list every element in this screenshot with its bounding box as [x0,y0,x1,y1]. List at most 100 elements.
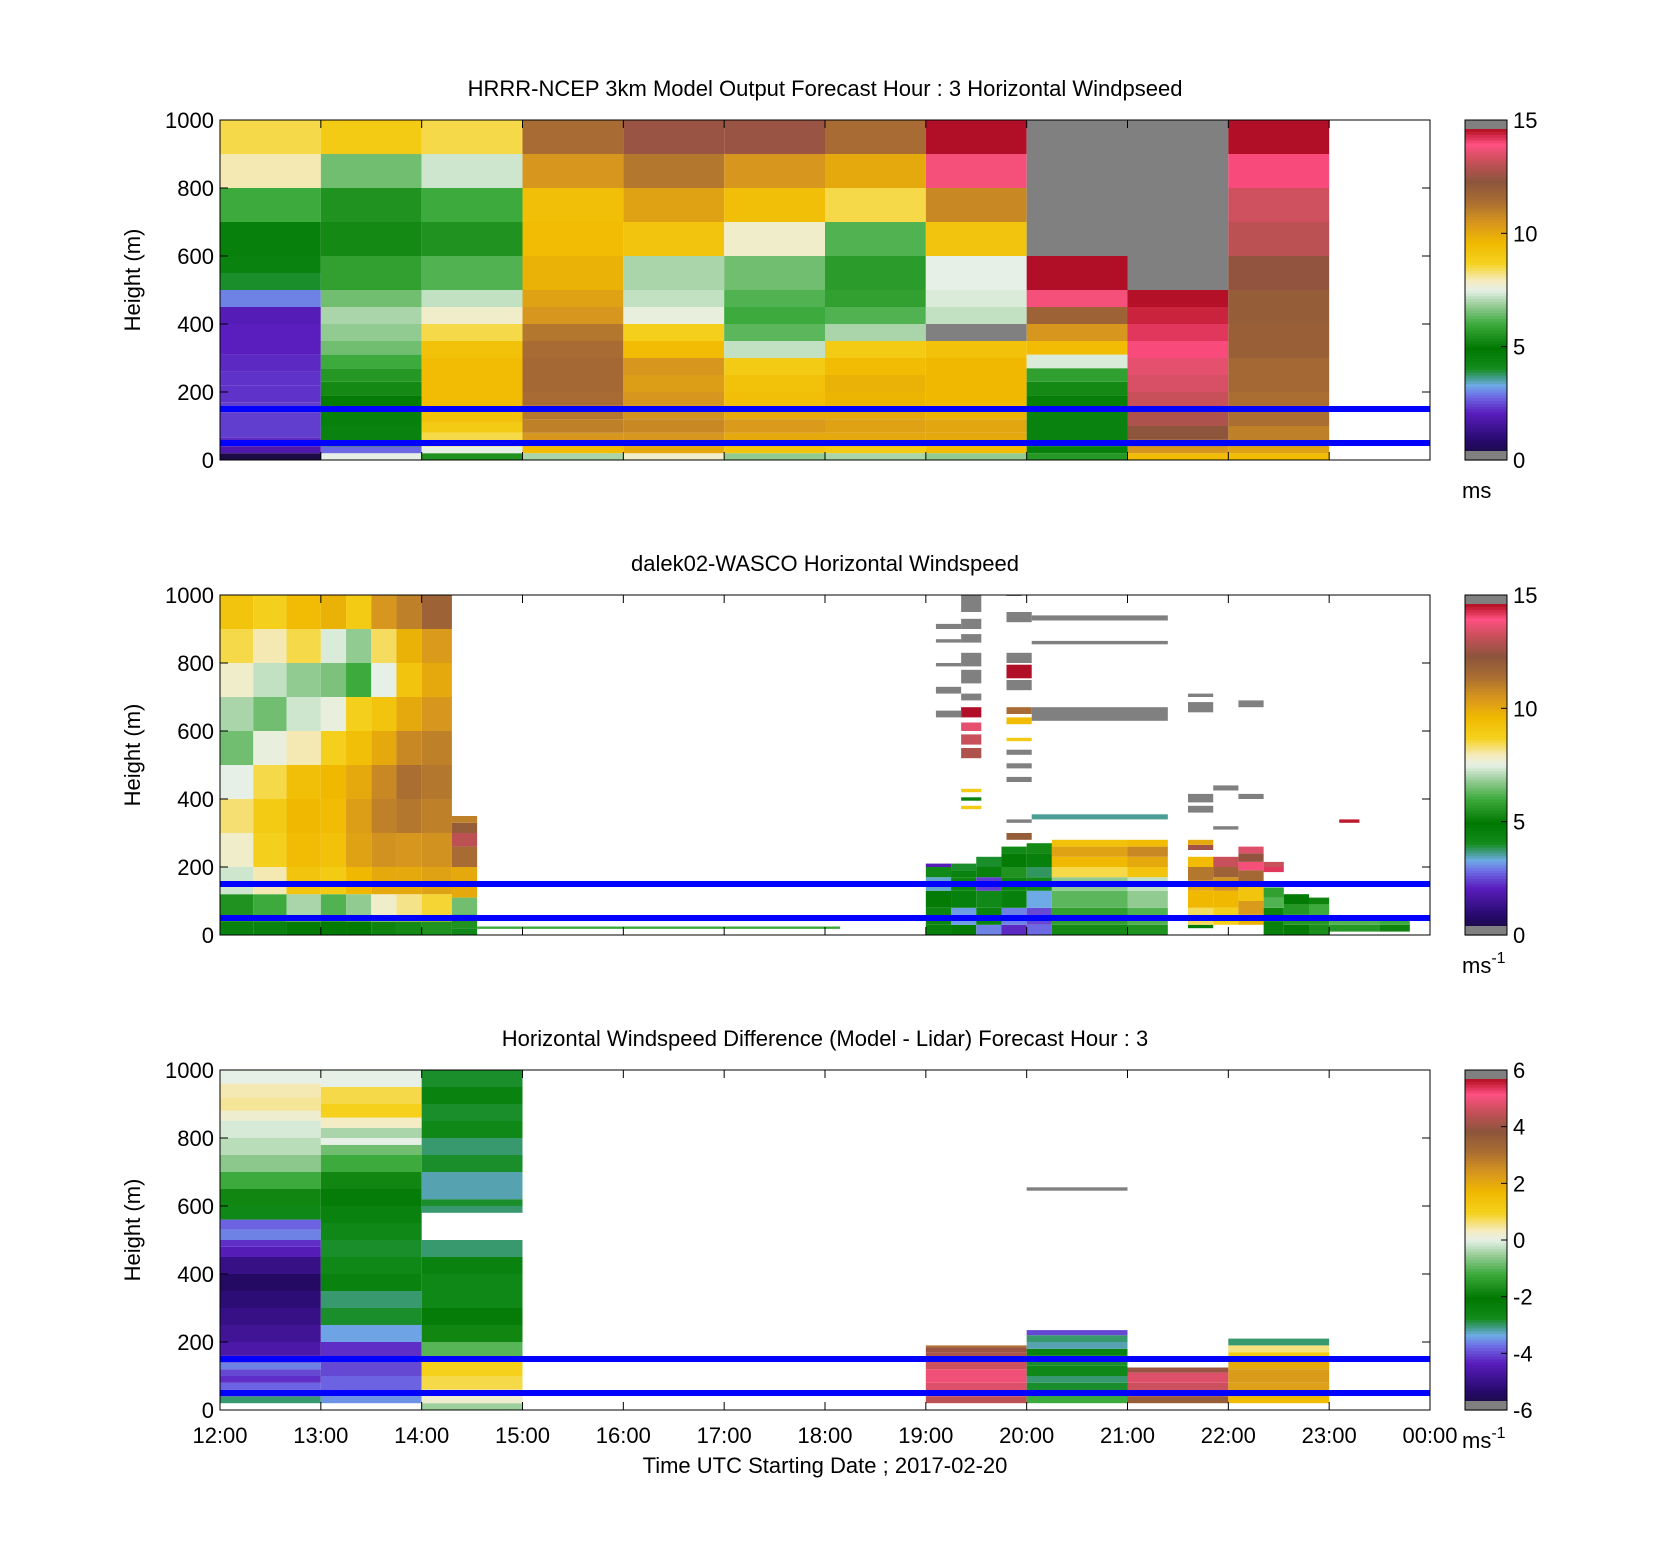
panel-difference-plot: 0 200 400 600 800 1000 [165,1058,1431,1423]
heatmap-cell [724,256,825,290]
colorbar-band [1465,1240,1507,1244]
heatmap-cell [925,341,1027,358]
colorbar-band [1465,258,1507,263]
colorbar-band [1465,884,1507,888]
colorbar-band [1465,1087,1507,1091]
heatmap-cell [320,867,347,895]
heatmap-cell [925,154,1027,188]
heatmap-segment [961,805,982,810]
heatmap-cell [1263,897,1284,908]
heatmap-cell [371,697,397,731]
colorbar-band [1465,403,1507,407]
colorbar-band [1465,176,1507,181]
heatmap-segment [961,618,982,629]
colorbar-band [1465,872,1507,877]
colorbar-band [1465,903,1507,908]
heatmap-cell [1127,446,1229,454]
heatmap-cell [925,1345,1027,1348]
heatmap-segment [961,693,982,701]
colorbar-tick-label: 5 [1513,810,1525,835]
heatmap-cell [371,663,397,697]
heatmap-cell [220,453,321,460]
colorbar-band [1465,646,1507,650]
colorbar-band [1465,159,1507,164]
y-tick-label: 400 [177,787,214,812]
heatmap-cell [371,799,397,833]
colorbar-band [1465,1395,1507,1400]
colorbar-band [1465,1254,1507,1258]
colorbar-band [1465,1376,1507,1380]
heatmap-segment [961,652,982,667]
y-tick-label: 400 [177,1262,214,1287]
heatmap-cell [1188,924,1214,929]
heatmap-cell [220,371,321,386]
colorbar-band [1465,620,1507,624]
heatmap-cell [220,1325,321,1342]
heatmap-cell [1026,120,1128,256]
heatmap-cell [724,324,825,341]
heatmap-cell [396,595,422,629]
heatmap-cell [346,921,372,935]
colorbar-band [1465,762,1507,766]
colorbar-band [1465,241,1507,246]
heatmap-cell [320,1257,422,1274]
colorbar-band [1465,898,1507,902]
heatmap-cell [396,731,422,765]
colorbar-band [1465,394,1507,399]
colorbar-band [1465,663,1507,667]
heatmap-cell [220,1138,321,1155]
heatmap-cell [522,453,624,460]
heatmap-cell [522,341,624,358]
colorbar-band [1465,213,1507,217]
y-tick-label: 0 [202,1398,214,1423]
colorbar-band [1465,324,1507,328]
colorbar-band [1465,779,1507,783]
heatmap-cell [1228,256,1330,290]
colorbar-band [1465,434,1507,438]
colorbar-band [1465,1174,1507,1179]
colorbar-band [1465,329,1507,334]
heatmap-cell [1001,890,1027,908]
heatmap-cell [623,307,725,324]
heatmap-segment [1006,749,1032,755]
colorbar-band [1465,1081,1507,1085]
heatmap-cell [1228,120,1330,154]
heatmap-cell [220,1362,321,1370]
colorbar-band [1465,614,1507,619]
heatmap-cell [286,663,321,697]
colorbar-band [1465,366,1507,370]
colorbar-band [1465,852,1507,857]
heatmap-cell [925,392,1027,406]
colorbar-band [1465,847,1507,851]
y-tick-label: 800 [177,176,214,201]
heatmap-cell [825,188,926,222]
heatmap-cell [825,375,926,392]
heatmap-segment [935,663,962,667]
heatmap-cell [371,867,397,895]
colorbar-band [1465,1393,1507,1397]
colorbar-band [1465,1268,1507,1272]
colorbar-missing-bottom [1465,1401,1507,1410]
colorbar-band [1465,247,1507,251]
heatmap-cell [396,867,422,895]
heatmap-segment [1188,693,1214,697]
colorbar-band [1465,1276,1507,1281]
heatmap-cell [1213,867,1239,878]
heatmap-cell [286,921,321,935]
colorbar-tick-label: 5 [1513,335,1525,360]
heatmap-cell [451,928,478,935]
colorbar-band [1465,807,1507,811]
heatmap-cell [220,412,321,426]
colorbar-band [1465,609,1507,613]
heatmap-cell [1026,890,1052,908]
colorbar-band [1465,813,1507,817]
x-tick-label: 22:00 [1201,1423,1256,1448]
heatmap-cell [1228,222,1330,256]
colorbar-band [1465,185,1507,189]
colorbar-band [1465,443,1507,447]
heatmap-cell [623,375,725,392]
heatmap-cell [724,341,825,358]
panel-model-colorbar: 0 5 10 15 ms [1462,108,1537,503]
heatmap-cell [825,120,926,154]
heatmap-cell [451,846,478,867]
